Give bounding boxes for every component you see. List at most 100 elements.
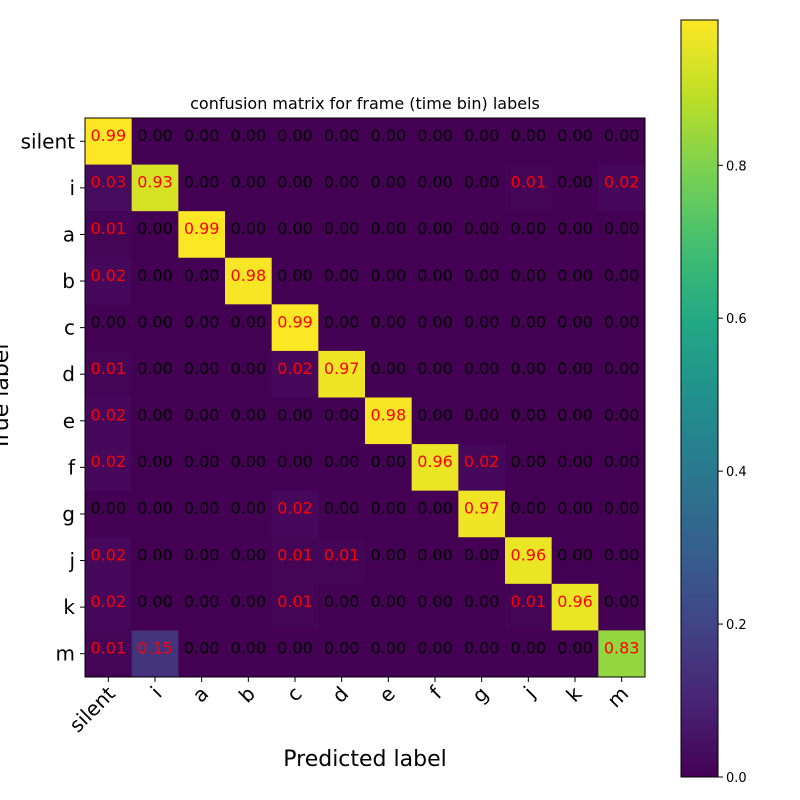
matrix-cell-value: 0.00 [231,312,267,331]
colorbar-tick-label: 0.6 [726,312,747,327]
matrix-cell-value: 0.00 [417,499,453,518]
x-tick-label: a [188,682,214,708]
matrix-cell-value: 0.00 [417,638,453,657]
matrix-cell [131,397,179,445]
y-axis-label: True label [0,344,14,452]
matrix-cell-value: 0.00 [604,545,640,564]
matrix-cell-value: 0.00 [557,173,593,192]
matrix-cell [271,444,319,492]
matrix-cell-value: 0.00 [184,638,220,657]
matrix-cell [85,444,133,492]
matrix-cell [598,350,646,398]
matrix-cell [318,537,366,585]
matrix-cell-value: 0.00 [277,406,313,425]
y-tick-label: m [56,642,75,666]
matrix-cell-value: 0.96 [511,545,547,564]
matrix-cell-value: 0.93 [137,173,173,192]
matrix-cell [598,630,646,678]
x-tick-label: d [327,682,353,708]
matrix-cell [131,630,179,678]
matrix-cell [458,211,506,259]
matrix-cell [551,630,599,678]
matrix-cell-value: 0.00 [137,452,173,471]
matrix-cell-value: 0.00 [604,592,640,611]
matrix-cell-value: 0.00 [371,592,407,611]
matrix-cell-value: 0.00 [231,126,267,145]
matrix-cell-value: 0.98 [231,266,267,285]
matrix-cell-value: 0.02 [91,266,127,285]
matrix-cell [365,490,413,538]
matrix-cell-value: 0.00 [184,359,220,378]
matrix-cell-value: 0.00 [604,126,640,145]
matrix-cell-value: 0.00 [324,219,360,238]
x-tick-label: m [602,682,633,713]
matrix-cell-value: 0.00 [511,126,547,145]
matrix-cell [411,444,459,492]
matrix-cell [318,257,366,305]
matrix-cell [178,583,226,631]
matrix-cell [551,164,599,212]
matrix-cell [225,444,273,492]
matrix-cell-value: 0.00 [231,638,267,657]
matrix-cell-value: 0.00 [464,126,500,145]
matrix-cell-value: 0.00 [557,266,593,285]
matrix-cell-value: 0.00 [371,359,407,378]
matrix-cell-value: 0.00 [277,173,313,192]
y-tick-label: i [69,176,75,200]
matrix-cell-value: 0.00 [137,266,173,285]
chart-title: confusion matrix for frame (time bin) la… [190,94,540,113]
x-tick-label: g [467,682,493,708]
matrix-cell [411,118,459,166]
matrix-cell [178,350,226,398]
matrix-cell [458,630,506,678]
matrix-cell-value: 0.99 [277,312,313,331]
matrix-cell [365,397,413,445]
matrix-cell-value: 0.00 [604,266,640,285]
matrix-cell [411,490,459,538]
matrix-cell [551,490,599,538]
matrix-cell-value: 0.03 [91,173,127,192]
matrix-cell-value: 0.02 [91,452,127,471]
matrix-cell [411,583,459,631]
x-tick-label: k [561,681,586,706]
matrix-cell [598,583,646,631]
matrix-cell [598,490,646,538]
matrix-cell-value: 0.00 [557,312,593,331]
matrix-cell-value: 0.00 [324,638,360,657]
matrix-cell [411,397,459,445]
x-tick-label: f [425,681,448,704]
matrix-cell-value: 0.01 [91,638,127,657]
matrix-cell-value: 0.00 [511,638,547,657]
matrix-cell [225,583,273,631]
matrix-cell [178,211,226,259]
matrix-cell-value: 0.00 [184,592,220,611]
matrix-cell-value: 0.00 [231,359,267,378]
matrix-cell [411,257,459,305]
matrix-cell-value: 0.00 [277,126,313,145]
matrix-cell-value: 0.00 [277,219,313,238]
y-tick-label: a [63,222,75,246]
matrix-cell-value: 0.00 [371,545,407,564]
matrix-cell-value: 0.01 [511,592,547,611]
matrix-cell [178,118,226,166]
matrix-cell [225,350,273,398]
matrix-cell [225,118,273,166]
matrix-cell [225,304,273,352]
matrix-cell-value: 0.00 [464,312,500,331]
matrix-cell [131,257,179,305]
matrix-cell-value: 0.00 [137,219,173,238]
matrix-cell-value: 0.99 [91,126,127,145]
matrix-cell-value: 0.01 [91,359,127,378]
matrix-cell [271,630,319,678]
matrix-cell [225,537,273,585]
matrix-cell [551,583,599,631]
matrix-cell-value: 0.02 [91,545,127,564]
matrix-cell-value: 0.97 [324,359,360,378]
matrix-cell [551,118,599,166]
matrix-cell-value: 0.00 [464,266,500,285]
x-axis-ticks: silent i a b c d e f g j k m [64,677,633,737]
matrix-cell [271,490,319,538]
matrix-cell-value: 0.00 [511,266,547,285]
matrix-cell-value: 0.00 [604,312,640,331]
matrix-cell-value: 0.00 [91,499,127,518]
